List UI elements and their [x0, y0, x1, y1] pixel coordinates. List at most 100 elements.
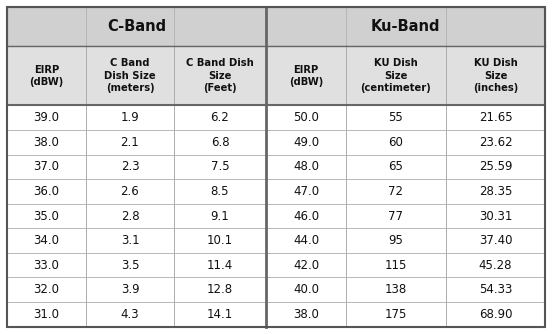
- Text: 54.33: 54.33: [479, 283, 512, 296]
- Bar: [86, 130, 174, 155]
- Bar: [174, 105, 266, 130]
- Text: 68.90: 68.90: [479, 308, 512, 321]
- Text: 95: 95: [389, 234, 404, 247]
- Bar: [174, 179, 266, 204]
- Text: 36.0: 36.0: [34, 185, 60, 198]
- Bar: [7, 155, 86, 179]
- Bar: [86, 46, 174, 105]
- Bar: [346, 46, 445, 105]
- Bar: [445, 253, 545, 278]
- Bar: [266, 253, 346, 278]
- Bar: [445, 46, 545, 105]
- Text: KU Dish
Size
(centimeter): KU Dish Size (centimeter): [360, 58, 431, 93]
- Bar: [86, 105, 174, 130]
- Text: 11.4: 11.4: [207, 259, 233, 272]
- Text: 37.0: 37.0: [34, 160, 60, 173]
- Text: 47.0: 47.0: [293, 185, 319, 198]
- Bar: [445, 228, 545, 253]
- Bar: [346, 253, 445, 278]
- Text: 77: 77: [389, 209, 404, 222]
- Text: 39.0: 39.0: [34, 111, 60, 124]
- Bar: [86, 228, 174, 253]
- Text: 3.5: 3.5: [121, 259, 139, 272]
- Bar: [266, 204, 346, 228]
- Bar: [86, 278, 174, 302]
- Bar: [266, 7, 545, 46]
- Text: 42.0: 42.0: [293, 259, 319, 272]
- Text: 33.0: 33.0: [34, 259, 60, 272]
- Text: 55: 55: [389, 111, 404, 124]
- Bar: [174, 130, 266, 155]
- Text: C Band
Dish Size
(meters): C Band Dish Size (meters): [104, 58, 156, 93]
- Text: 35.0: 35.0: [34, 209, 60, 222]
- Bar: [346, 278, 445, 302]
- Text: 38.0: 38.0: [293, 308, 319, 321]
- Text: 10.1: 10.1: [207, 234, 233, 247]
- Bar: [445, 179, 545, 204]
- Bar: [174, 228, 266, 253]
- Bar: [7, 7, 266, 46]
- Bar: [445, 130, 545, 155]
- Bar: [7, 253, 86, 278]
- Bar: [346, 302, 445, 327]
- Bar: [445, 302, 545, 327]
- Bar: [266, 302, 346, 327]
- Bar: [7, 46, 86, 105]
- Bar: [86, 302, 174, 327]
- Text: 45.28: 45.28: [479, 259, 512, 272]
- Bar: [266, 278, 346, 302]
- Text: 25.59: 25.59: [479, 160, 512, 173]
- Bar: [266, 228, 346, 253]
- Text: 32.0: 32.0: [34, 283, 60, 296]
- Text: 37.40: 37.40: [479, 234, 512, 247]
- Bar: [86, 179, 174, 204]
- Text: 2.8: 2.8: [121, 209, 139, 222]
- Bar: [346, 155, 445, 179]
- Bar: [174, 253, 266, 278]
- Text: 34.0: 34.0: [34, 234, 60, 247]
- Bar: [346, 204, 445, 228]
- Bar: [7, 130, 86, 155]
- Text: 23.62: 23.62: [479, 136, 512, 149]
- Text: Ku-Band: Ku-Band: [371, 19, 440, 34]
- Text: 3.9: 3.9: [121, 283, 139, 296]
- Text: 2.3: 2.3: [121, 160, 139, 173]
- Text: 30.31: 30.31: [479, 209, 512, 222]
- Text: 2.1: 2.1: [121, 136, 139, 149]
- Bar: [346, 228, 445, 253]
- Text: 46.0: 46.0: [293, 209, 319, 222]
- Bar: [445, 155, 545, 179]
- Bar: [7, 105, 86, 130]
- Bar: [266, 130, 346, 155]
- Text: EIRP
(dBW): EIRP (dBW): [289, 65, 323, 87]
- Bar: [86, 155, 174, 179]
- Text: 72: 72: [389, 185, 404, 198]
- Text: 6.8: 6.8: [211, 136, 229, 149]
- Bar: [86, 253, 174, 278]
- Text: KU Dish
Size
(inches): KU Dish Size (inches): [473, 58, 518, 93]
- Text: 49.0: 49.0: [293, 136, 319, 149]
- Text: 3.1: 3.1: [121, 234, 139, 247]
- Text: 50.0: 50.0: [293, 111, 319, 124]
- Bar: [346, 105, 445, 130]
- Bar: [174, 155, 266, 179]
- Text: 115: 115: [385, 259, 407, 272]
- Text: 44.0: 44.0: [293, 234, 319, 247]
- Text: 138: 138: [385, 283, 407, 296]
- Bar: [174, 46, 266, 105]
- Text: 175: 175: [385, 308, 407, 321]
- Bar: [7, 179, 86, 204]
- Bar: [266, 155, 346, 179]
- Text: 31.0: 31.0: [34, 308, 60, 321]
- Text: 9.1: 9.1: [211, 209, 229, 222]
- Bar: [7, 302, 86, 327]
- Text: 4.3: 4.3: [121, 308, 139, 321]
- Text: 38.0: 38.0: [34, 136, 60, 149]
- Text: 2.6: 2.6: [121, 185, 139, 198]
- Bar: [7, 278, 86, 302]
- Text: 7.5: 7.5: [211, 160, 229, 173]
- Bar: [266, 179, 346, 204]
- Bar: [445, 105, 545, 130]
- Bar: [266, 105, 346, 130]
- Text: 40.0: 40.0: [293, 283, 319, 296]
